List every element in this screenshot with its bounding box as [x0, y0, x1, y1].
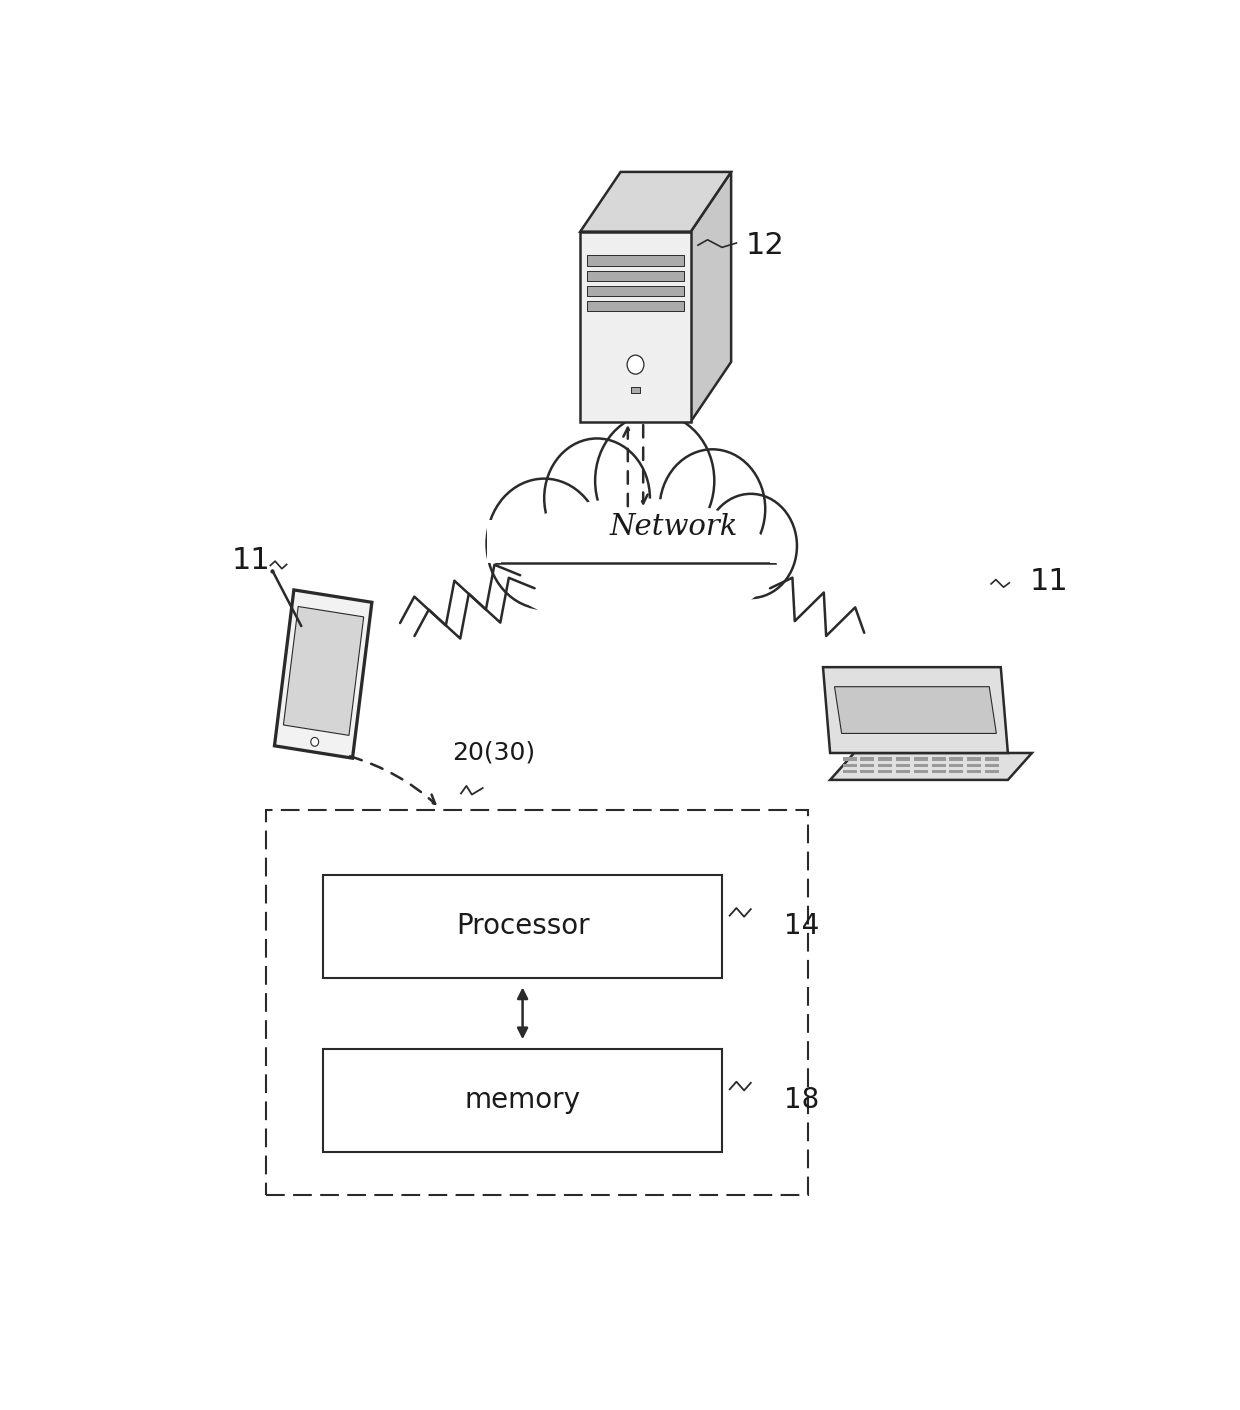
- Bar: [878, 770, 893, 774]
- Bar: [967, 764, 981, 767]
- Polygon shape: [835, 687, 997, 733]
- Bar: [950, 770, 963, 774]
- Bar: [931, 757, 946, 760]
- Ellipse shape: [496, 498, 775, 629]
- Bar: [931, 764, 946, 767]
- Text: 11: 11: [1029, 567, 1069, 596]
- Bar: [878, 757, 893, 760]
- Bar: [265, 809, 808, 1196]
- Circle shape: [660, 450, 765, 568]
- Bar: [324, 1049, 722, 1152]
- Polygon shape: [830, 753, 1032, 780]
- Polygon shape: [691, 172, 732, 422]
- Bar: [486, 520, 501, 564]
- Text: 12: 12: [746, 231, 785, 259]
- Bar: [914, 770, 928, 774]
- Circle shape: [311, 737, 319, 746]
- Text: 11: 11: [232, 546, 270, 574]
- Bar: [770, 520, 785, 564]
- Bar: [897, 757, 910, 760]
- Circle shape: [544, 439, 650, 558]
- Bar: [843, 757, 857, 760]
- Polygon shape: [580, 231, 691, 422]
- Bar: [878, 764, 893, 767]
- Polygon shape: [580, 172, 732, 231]
- Polygon shape: [587, 271, 684, 281]
- Bar: [985, 757, 999, 760]
- Text: 14: 14: [785, 912, 820, 940]
- Text: 18: 18: [785, 1086, 820, 1114]
- Polygon shape: [274, 589, 372, 759]
- Text: 20(30): 20(30): [453, 740, 536, 764]
- Polygon shape: [587, 300, 684, 312]
- Polygon shape: [587, 255, 684, 266]
- Bar: [950, 757, 963, 760]
- Text: Processor: Processor: [456, 912, 589, 940]
- Bar: [861, 770, 874, 774]
- Circle shape: [704, 493, 797, 598]
- Bar: [985, 764, 999, 767]
- Bar: [967, 757, 981, 760]
- Bar: [897, 764, 910, 767]
- Ellipse shape: [496, 498, 775, 629]
- Circle shape: [595, 413, 714, 548]
- Bar: [631, 388, 640, 393]
- Polygon shape: [823, 667, 1008, 753]
- Bar: [861, 764, 874, 767]
- Polygon shape: [284, 606, 363, 736]
- Bar: [324, 874, 722, 979]
- Bar: [985, 770, 999, 774]
- Text: Network: Network: [610, 513, 738, 541]
- Bar: [931, 770, 946, 774]
- Bar: [914, 757, 928, 760]
- Circle shape: [486, 478, 601, 609]
- Bar: [843, 770, 857, 774]
- Polygon shape: [587, 286, 684, 296]
- Circle shape: [627, 355, 644, 374]
- Bar: [950, 764, 963, 767]
- Text: memory: memory: [465, 1086, 580, 1114]
- Bar: [843, 764, 857, 767]
- Bar: [897, 770, 910, 774]
- Bar: [914, 764, 928, 767]
- Bar: [967, 770, 981, 774]
- Bar: [861, 757, 874, 760]
